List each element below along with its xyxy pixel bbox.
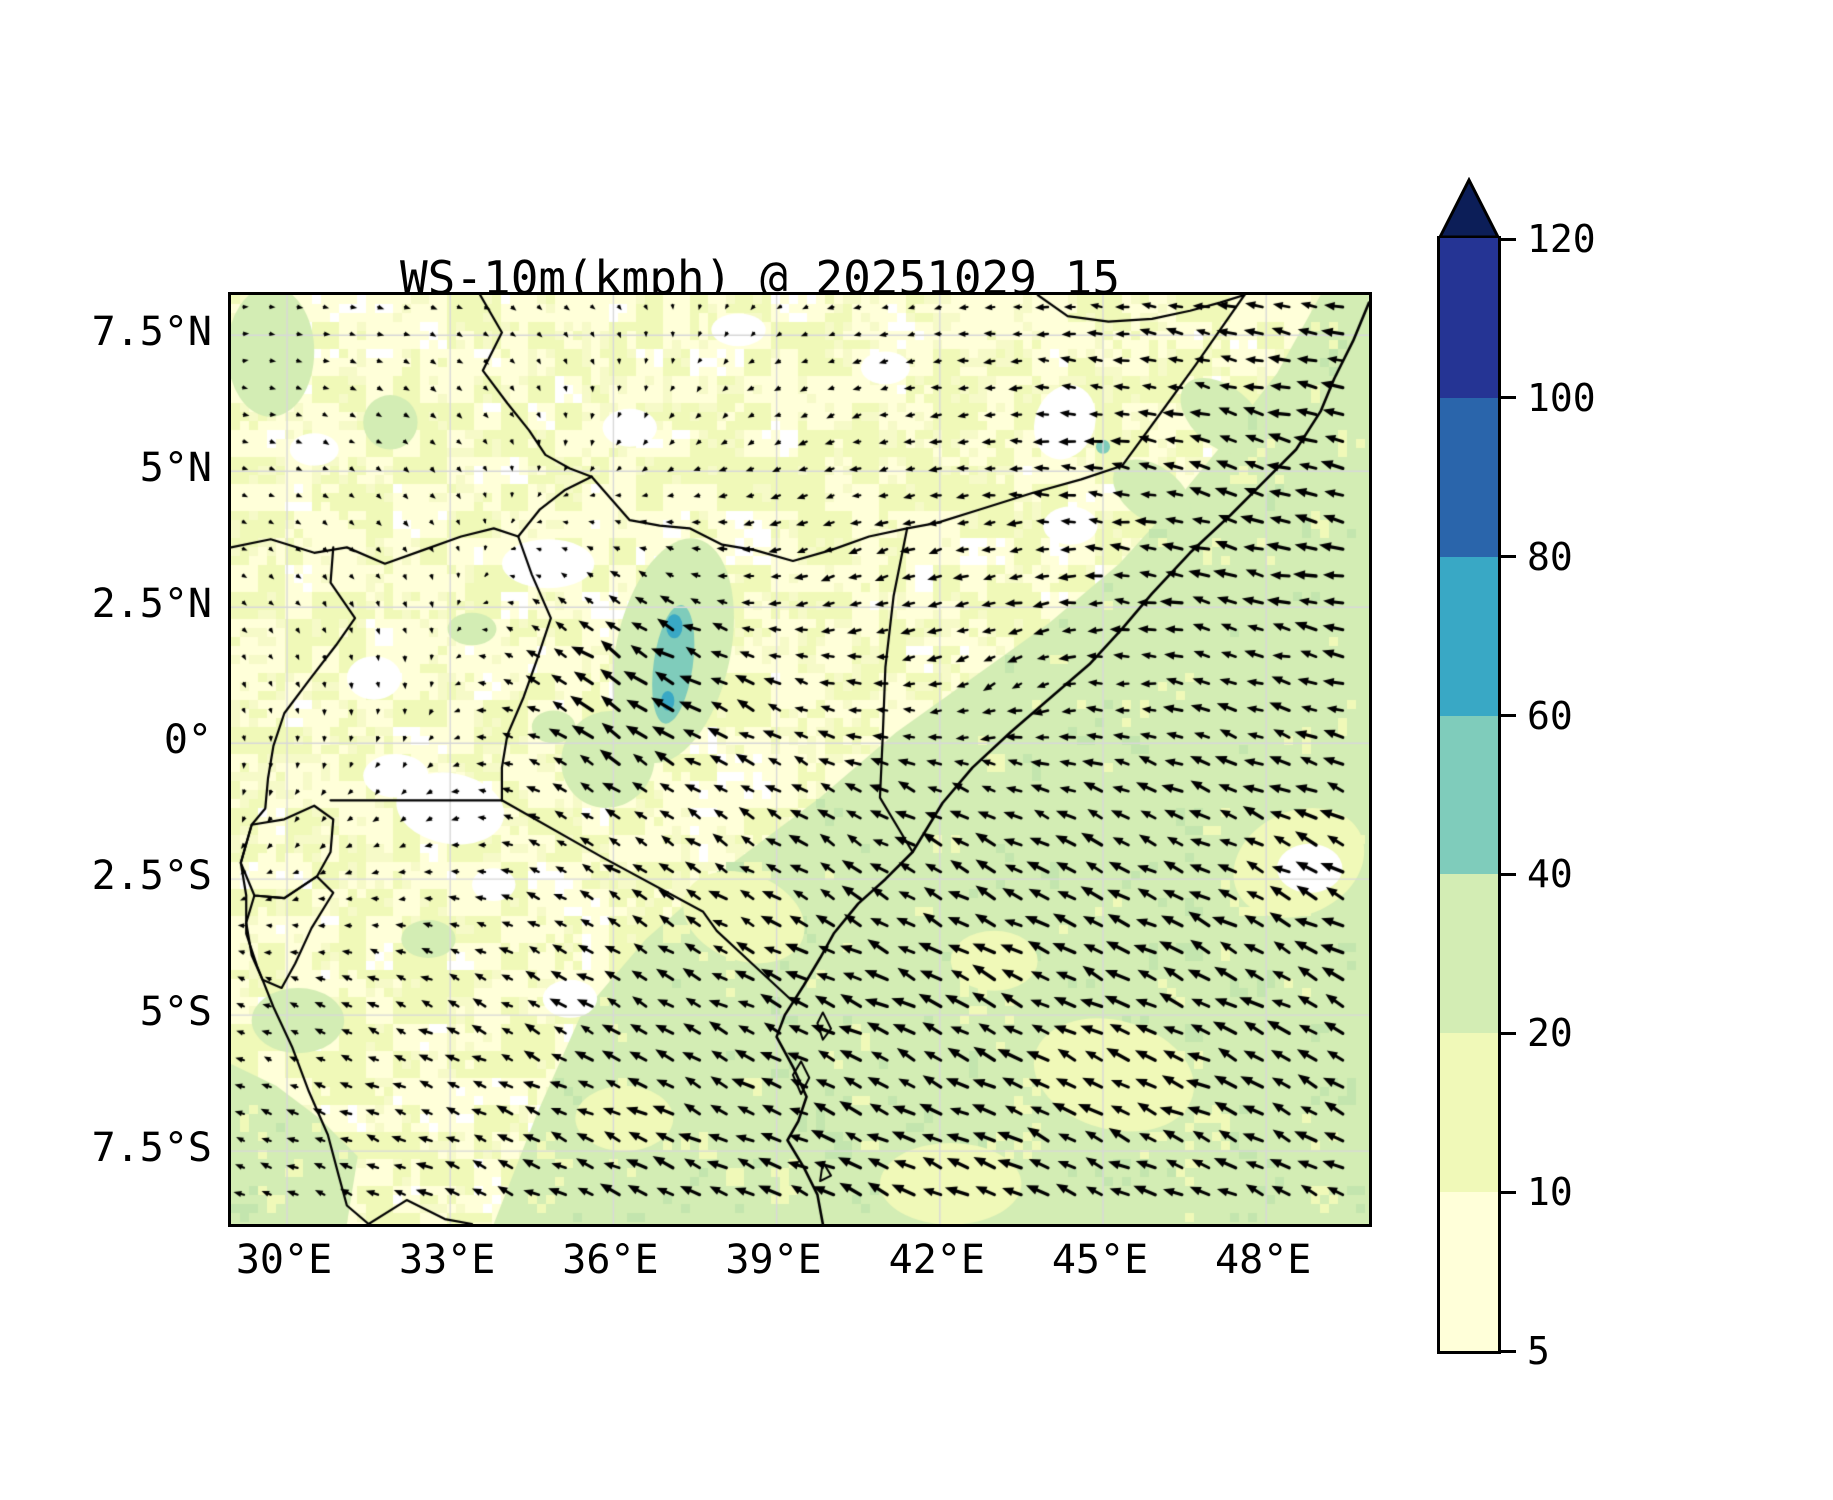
colorbar-tick — [1501, 1349, 1516, 1353]
colorbar-segment — [1440, 1032, 1498, 1193]
colorbar-tick-label: 100 — [1527, 375, 1596, 420]
wind-map-canvas — [231, 295, 1369, 1224]
colorbar-tick-label: 120 — [1527, 217, 1596, 261]
colorbar-tick-label: 20 — [1527, 1011, 1573, 1056]
colorbar-segment — [1440, 556, 1498, 716]
x-tick-label: 36°E — [562, 1237, 659, 1283]
colorbar — [1437, 236, 1501, 1354]
colorbar-segment — [1440, 873, 1498, 1034]
x-tick-label: 45°E — [1051, 1237, 1149, 1283]
colorbar-tick-label: 10 — [1527, 1170, 1573, 1215]
x-tick-label: 39°E — [725, 1237, 822, 1283]
colorbar-segment — [1440, 715, 1498, 875]
colorbar-tick-label: 40 — [1527, 852, 1573, 897]
colorbar-tick — [1501, 396, 1516, 400]
y-tick-label: 2.5°S — [91, 853, 212, 900]
x-tick-label: 42°E — [888, 1237, 985, 1283]
y-tick-label: 2.5°N — [91, 581, 212, 628]
colorbar-tick — [1501, 872, 1516, 876]
colorbar-tick-label: 60 — [1527, 693, 1573, 738]
colorbar-segment — [1440, 238, 1498, 398]
y-tick-label: 0° — [163, 717, 212, 764]
x-tick-label: 48°E — [1215, 1237, 1312, 1283]
colorbar-tick — [1501, 714, 1516, 718]
x-tick-label: 30°E — [235, 1237, 333, 1283]
colorbar-tick-label: 5 — [1527, 1329, 1550, 1373]
colorbar-tick — [1501, 555, 1516, 559]
colorbar-tick-label: 80 — [1527, 534, 1573, 579]
colorbar-tick — [1501, 1031, 1516, 1035]
x-tick-label: 33°E — [399, 1237, 496, 1283]
colorbar-segment — [1440, 1191, 1498, 1351]
colorbar-extend-arrow — [1437, 177, 1501, 239]
map-frame — [228, 292, 1372, 1227]
y-tick-label: 5°S — [139, 989, 212, 1036]
colorbar-segment — [1440, 397, 1498, 557]
colorbar-tick — [1501, 237, 1516, 241]
colorbar-tick — [1501, 1190, 1516, 1194]
y-tick-label: 7.5°S — [91, 1125, 212, 1172]
y-tick-label: 7.5°N — [91, 309, 212, 356]
y-tick-label: 5°N — [139, 445, 212, 492]
